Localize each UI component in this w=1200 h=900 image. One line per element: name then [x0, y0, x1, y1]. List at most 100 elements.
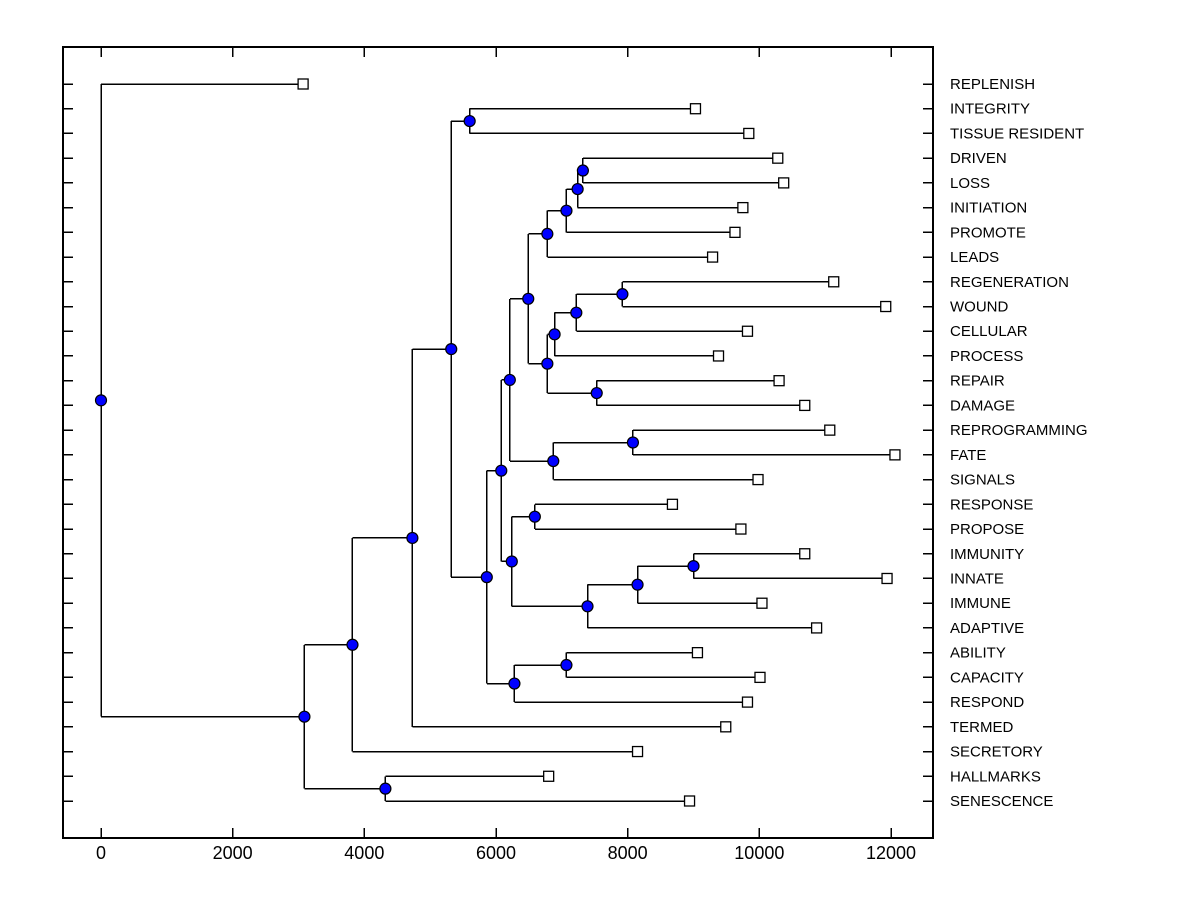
- branch-node-marker: [528, 510, 541, 523]
- leaf-label: IMMUNE: [950, 595, 1011, 612]
- leaf-node-marker: [756, 597, 768, 609]
- branch-node-marker: [298, 710, 311, 723]
- leaf-label: REGENERATION: [950, 274, 1069, 291]
- leaf-node-marker: [810, 622, 823, 634]
- branch-node-marker: [560, 658, 573, 672]
- branch-node-marker: [687, 560, 700, 573]
- leaf-node-marker: [752, 473, 764, 486]
- leaf-node-marker: [828, 276, 840, 288]
- leaf-label: DAMAGE: [950, 397, 1015, 414]
- leaf-node-marker: [741, 325, 754, 337]
- leaf-label: IMMUNITY: [950, 546, 1024, 563]
- leaf-label: PROPOSE: [950, 521, 1024, 538]
- leaf-node-marker: [772, 152, 784, 164]
- branch-node-marker: [463, 114, 476, 128]
- leaf-label: INITIATION: [950, 200, 1027, 217]
- branch-node-marker: [508, 677, 521, 690]
- branch-node-marker: [571, 182, 584, 196]
- x-axis-tick-label: 4000: [344, 843, 384, 863]
- branch-node-marker: [560, 204, 573, 217]
- branch-node-marker: [548, 328, 561, 341]
- branch-node-marker: [541, 357, 554, 370]
- branch-node-marker: [547, 454, 560, 468]
- leaf-node-marker: [683, 795, 696, 807]
- leaf-node-marker: [737, 201, 749, 214]
- branch-node-marker: [581, 600, 594, 613]
- leaf-label: RESPONSE: [950, 496, 1033, 513]
- x-axis-tick-label: 0: [96, 843, 106, 863]
- branch-node-marker: [346, 638, 359, 651]
- plot-box: [62, 46, 934, 839]
- leaf-node-marker: [720, 721, 732, 733]
- axis-ticks-layer: [63, 47, 933, 838]
- leaf-node-marker: [754, 671, 766, 684]
- leaf-label: TISSUE RESIDENT: [950, 125, 1084, 142]
- x-axis-tick-label: 6000: [476, 843, 516, 863]
- leaf-node-marker: [773, 375, 785, 387]
- leaf-label: DRIVEN: [950, 150, 1007, 167]
- leaf-label: INNATE: [950, 570, 1004, 587]
- branch-node-marker: [522, 292, 535, 305]
- leaf-node-marker: [743, 127, 755, 140]
- leaf-label: SECRETORY: [950, 744, 1043, 761]
- leaf-label: HALLMARKS: [950, 768, 1041, 785]
- branch-node-marker: [626, 436, 640, 449]
- labels-layer: 0 2000 4000 6000 8000 10000 12000 REPLENISH INTE…: [96, 76, 1088, 863]
- leaf-node-marker: [741, 696, 754, 708]
- branch-node-marker: [590, 386, 603, 400]
- leaf-node-marker: [712, 350, 725, 362]
- tree-markers-layer: [94, 78, 901, 807]
- leaf-node-marker: [799, 399, 811, 412]
- leaf-label: LOSS: [950, 175, 990, 192]
- leaf-node-marker: [799, 548, 811, 560]
- leaf-node-marker: [824, 424, 836, 436]
- leaf-node-marker: [778, 177, 790, 189]
- leaf-label: ABILITY: [950, 645, 1006, 662]
- tree-branches-layer: [100, 83, 895, 802]
- branch-node-marker: [505, 555, 518, 568]
- leaf-label: WOUND: [950, 299, 1008, 316]
- branch-node-marker: [576, 164, 590, 177]
- leaf-label: REPLENISH: [950, 76, 1035, 93]
- leaf-node-marker: [297, 78, 309, 90]
- leaf-label: CELLULAR: [950, 323, 1028, 340]
- leaf-node-marker: [735, 523, 747, 535]
- branch-node-marker: [541, 227, 554, 240]
- leaf-node-marker: [880, 300, 892, 313]
- leaf-label: LEADS: [950, 249, 999, 266]
- leaf-label: FATE: [950, 447, 986, 464]
- leaf-node-marker: [706, 251, 719, 263]
- branch-node-marker: [480, 571, 493, 584]
- branch-node-marker: [94, 394, 108, 407]
- branch-node-marker: [570, 306, 583, 319]
- branch-node-marker: [503, 373, 516, 387]
- leaf-node-marker: [881, 572, 893, 585]
- leaf-label: TERMED: [950, 719, 1014, 736]
- branch-node-marker: [631, 578, 644, 591]
- leaf-node-marker: [889, 449, 901, 461]
- leaf-label: REPAIR: [950, 373, 1005, 390]
- branch-node-marker: [445, 343, 458, 356]
- branch-node-marker: [406, 531, 419, 545]
- leaf-label: PROCESS: [950, 348, 1023, 365]
- leaf-label: INTEGRITY: [950, 101, 1030, 118]
- leaf-label: ADAPTIVE: [950, 620, 1024, 637]
- leaf-node-marker: [543, 770, 555, 782]
- leaf-label: REPROGRAMMING: [950, 422, 1088, 439]
- x-axis-tick-label: 2000: [213, 843, 253, 863]
- leaf-label: RESPOND: [950, 694, 1024, 711]
- x-axis-tick-label: 8000: [608, 843, 648, 863]
- branch-node-marker: [616, 288, 629, 301]
- x-axis-tick-label: 10000: [734, 843, 784, 863]
- leaf-label: CAPACITY: [950, 669, 1024, 686]
- branch-node-marker: [379, 782, 392, 795]
- plot-box-layer: [62, 46, 934, 839]
- leaf-label: SIGNALS: [950, 472, 1015, 489]
- leaf-node-marker: [689, 103, 702, 115]
- leaf-node-marker: [666, 498, 679, 510]
- leaf-node-marker: [691, 647, 704, 659]
- leaf-node-marker: [729, 226, 741, 238]
- leaf-node-marker: [631, 745, 644, 758]
